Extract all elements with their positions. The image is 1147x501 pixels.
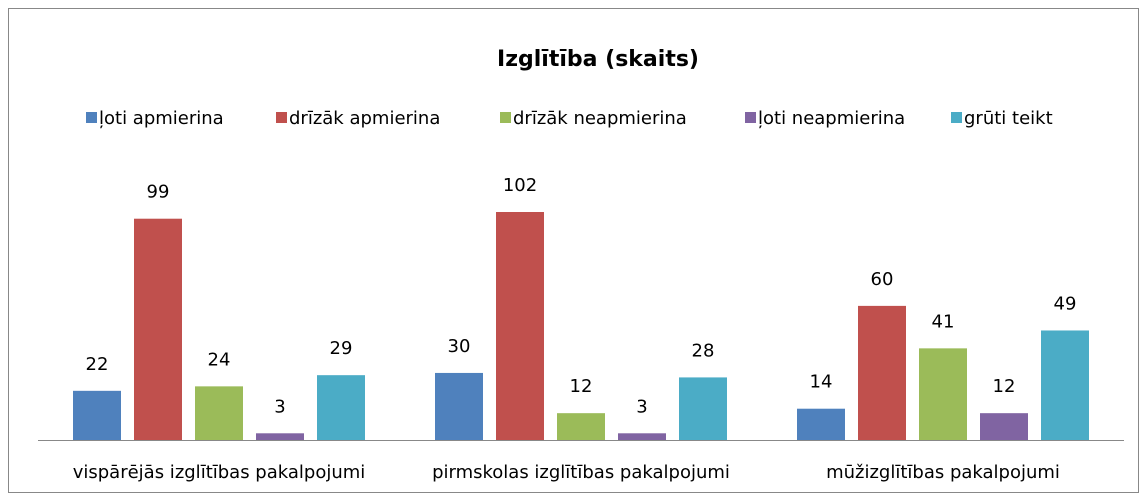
legend-swatch bbox=[276, 112, 287, 123]
data-label: 24 bbox=[208, 349, 231, 370]
bar bbox=[858, 305, 906, 440]
data-label: 49 bbox=[1054, 293, 1077, 314]
data-label: 3 bbox=[274, 396, 285, 417]
legend-swatch bbox=[951, 112, 962, 123]
data-label: 60 bbox=[871, 269, 894, 290]
x-tick-label: vispārējās izglītības pakalpojumi bbox=[73, 462, 366, 483]
legend-swatch bbox=[86, 112, 97, 123]
data-label: 29 bbox=[330, 338, 353, 359]
bar bbox=[134, 218, 182, 440]
data-label: 102 bbox=[503, 175, 537, 196]
legend-label: grūti teikt bbox=[964, 108, 1053, 129]
bar bbox=[1041, 330, 1089, 440]
bar bbox=[557, 413, 605, 440]
bar bbox=[73, 390, 121, 440]
legend-swatch bbox=[500, 112, 511, 123]
bar bbox=[496, 212, 544, 440]
legend-label: ļoti neapmierina bbox=[758, 108, 905, 129]
data-label: 12 bbox=[993, 376, 1016, 397]
legend-swatch bbox=[745, 112, 756, 123]
chart-title: Izglītība (skaits) bbox=[497, 47, 699, 72]
bar bbox=[618, 433, 666, 440]
bar bbox=[980, 413, 1028, 440]
bar bbox=[797, 408, 845, 440]
data-label: 28 bbox=[692, 340, 715, 361]
bar bbox=[435, 372, 483, 440]
data-label: 99 bbox=[147, 182, 170, 203]
data-label: 22 bbox=[86, 354, 109, 375]
data-label: 30 bbox=[448, 336, 471, 357]
legend-label: ļoti apmierina bbox=[99, 108, 224, 129]
x-tick-label: mūžizglītības pakalpojumi bbox=[826, 462, 1060, 483]
bar bbox=[317, 375, 365, 440]
bar bbox=[919, 348, 967, 440]
bar bbox=[256, 433, 304, 440]
x-tick-label: pirmskolas izglītības pakalpojumi bbox=[432, 462, 730, 483]
data-label: 3 bbox=[636, 396, 647, 417]
bar bbox=[679, 377, 727, 440]
data-label: 12 bbox=[570, 376, 593, 397]
data-label: 41 bbox=[932, 311, 955, 332]
bar bbox=[195, 386, 243, 440]
legend-label: drīzāk apmierina bbox=[289, 108, 440, 129]
legend-label: drīzāk neapmierina bbox=[513, 108, 687, 129]
data-label: 14 bbox=[810, 372, 833, 393]
